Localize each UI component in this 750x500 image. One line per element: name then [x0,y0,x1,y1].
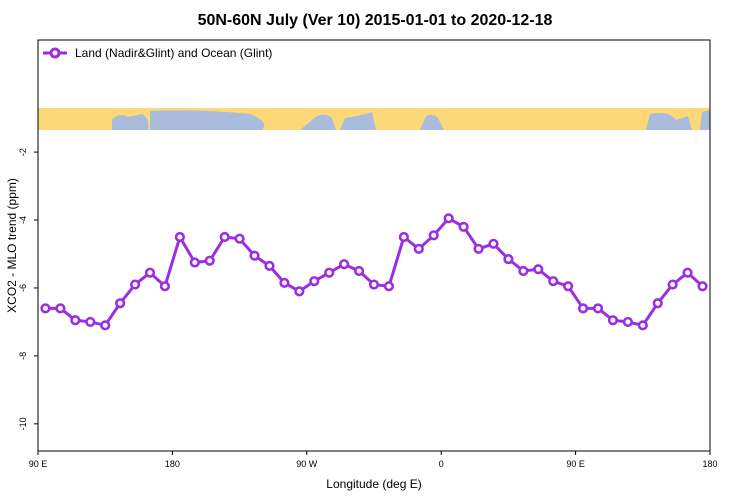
legend-entry-label: Land (Nadir&Glint) and Ocean (Glint) [75,46,272,60]
data-point [548,276,559,287]
data-point [100,320,111,331]
x-tick-label: 180 [165,459,180,469]
x-tick-label: 90 W [296,459,318,469]
y-tick-label: -6 [18,284,28,292]
map-ocean-pacific [150,110,265,130]
data-point [115,298,126,309]
data-point [353,265,365,277]
data-point [637,320,648,331]
axes-layer: 90 E 180 90 W 0 90 E 180 -2 -4 -6 -8 -10 [18,148,718,469]
data-point [204,255,215,266]
map-ocean-atlantic [340,112,376,130]
data-point [607,315,619,326]
legend-marker-swatch [49,47,61,59]
y-tick-label: -4 [18,216,28,224]
data-point [324,267,335,278]
x-tick-label: 0 [439,459,444,469]
data-point [234,233,245,244]
data-point [443,213,454,224]
y-tick-label: -2 [18,148,28,156]
y-tick-label: -8 [18,352,28,360]
data-point [70,315,81,326]
data-point [697,281,708,292]
data-point [577,303,589,314]
data-point [159,281,171,292]
data-point [667,279,678,290]
world-map-strip [38,108,710,130]
legend: Land (Nadir&Glint) and Ocean (Glint) [43,46,272,60]
data-point [458,221,469,232]
data-point [144,267,156,278]
series-line [45,216,704,327]
data-point [652,298,663,309]
data-point [503,253,514,265]
x-tick-label: 90 E [566,459,585,469]
data-point [518,265,529,277]
data-point [413,243,424,254]
data-point [428,230,439,241]
x-tick-label: 90 E [29,459,48,469]
x-axis-label: Longitude (deg E) [326,477,421,491]
data-point [563,281,574,292]
data-point [129,279,141,290]
data-point [309,276,320,287]
map-ocean-hudson [300,114,336,130]
y-tick-label: -10 [18,417,28,430]
chart-title: 50N-60N July (Ver 10) 2015-01-01 to 2020… [198,12,553,29]
data-point [473,243,484,254]
data-point [249,250,260,261]
data-point [219,231,230,243]
plot-frame [37,39,711,452]
map-ocean-bering [700,110,710,130]
data-point [368,279,380,290]
data-point [592,303,604,314]
x-tick-label: 180 [702,459,717,469]
data-point [279,277,290,288]
data-point [264,260,275,271]
data-point [488,238,499,249]
data-point [40,303,51,314]
data-point [189,257,200,268]
map-ocean-baltic [420,114,444,130]
data-point [622,316,633,328]
data-point [294,286,305,297]
map-ocean-pacific-west [112,114,149,130]
series-layer [40,213,708,331]
map-ocean-okhotsk [646,112,692,130]
data-point [339,259,350,270]
data-point [682,267,693,278]
data-point [533,264,544,275]
data-point [383,281,395,292]
data-point [55,303,66,314]
data-point [174,231,185,243]
data-point [85,316,96,328]
data-point [398,231,409,243]
y-axis-label: XCO2 - MLO trend (ppm) [5,178,19,313]
